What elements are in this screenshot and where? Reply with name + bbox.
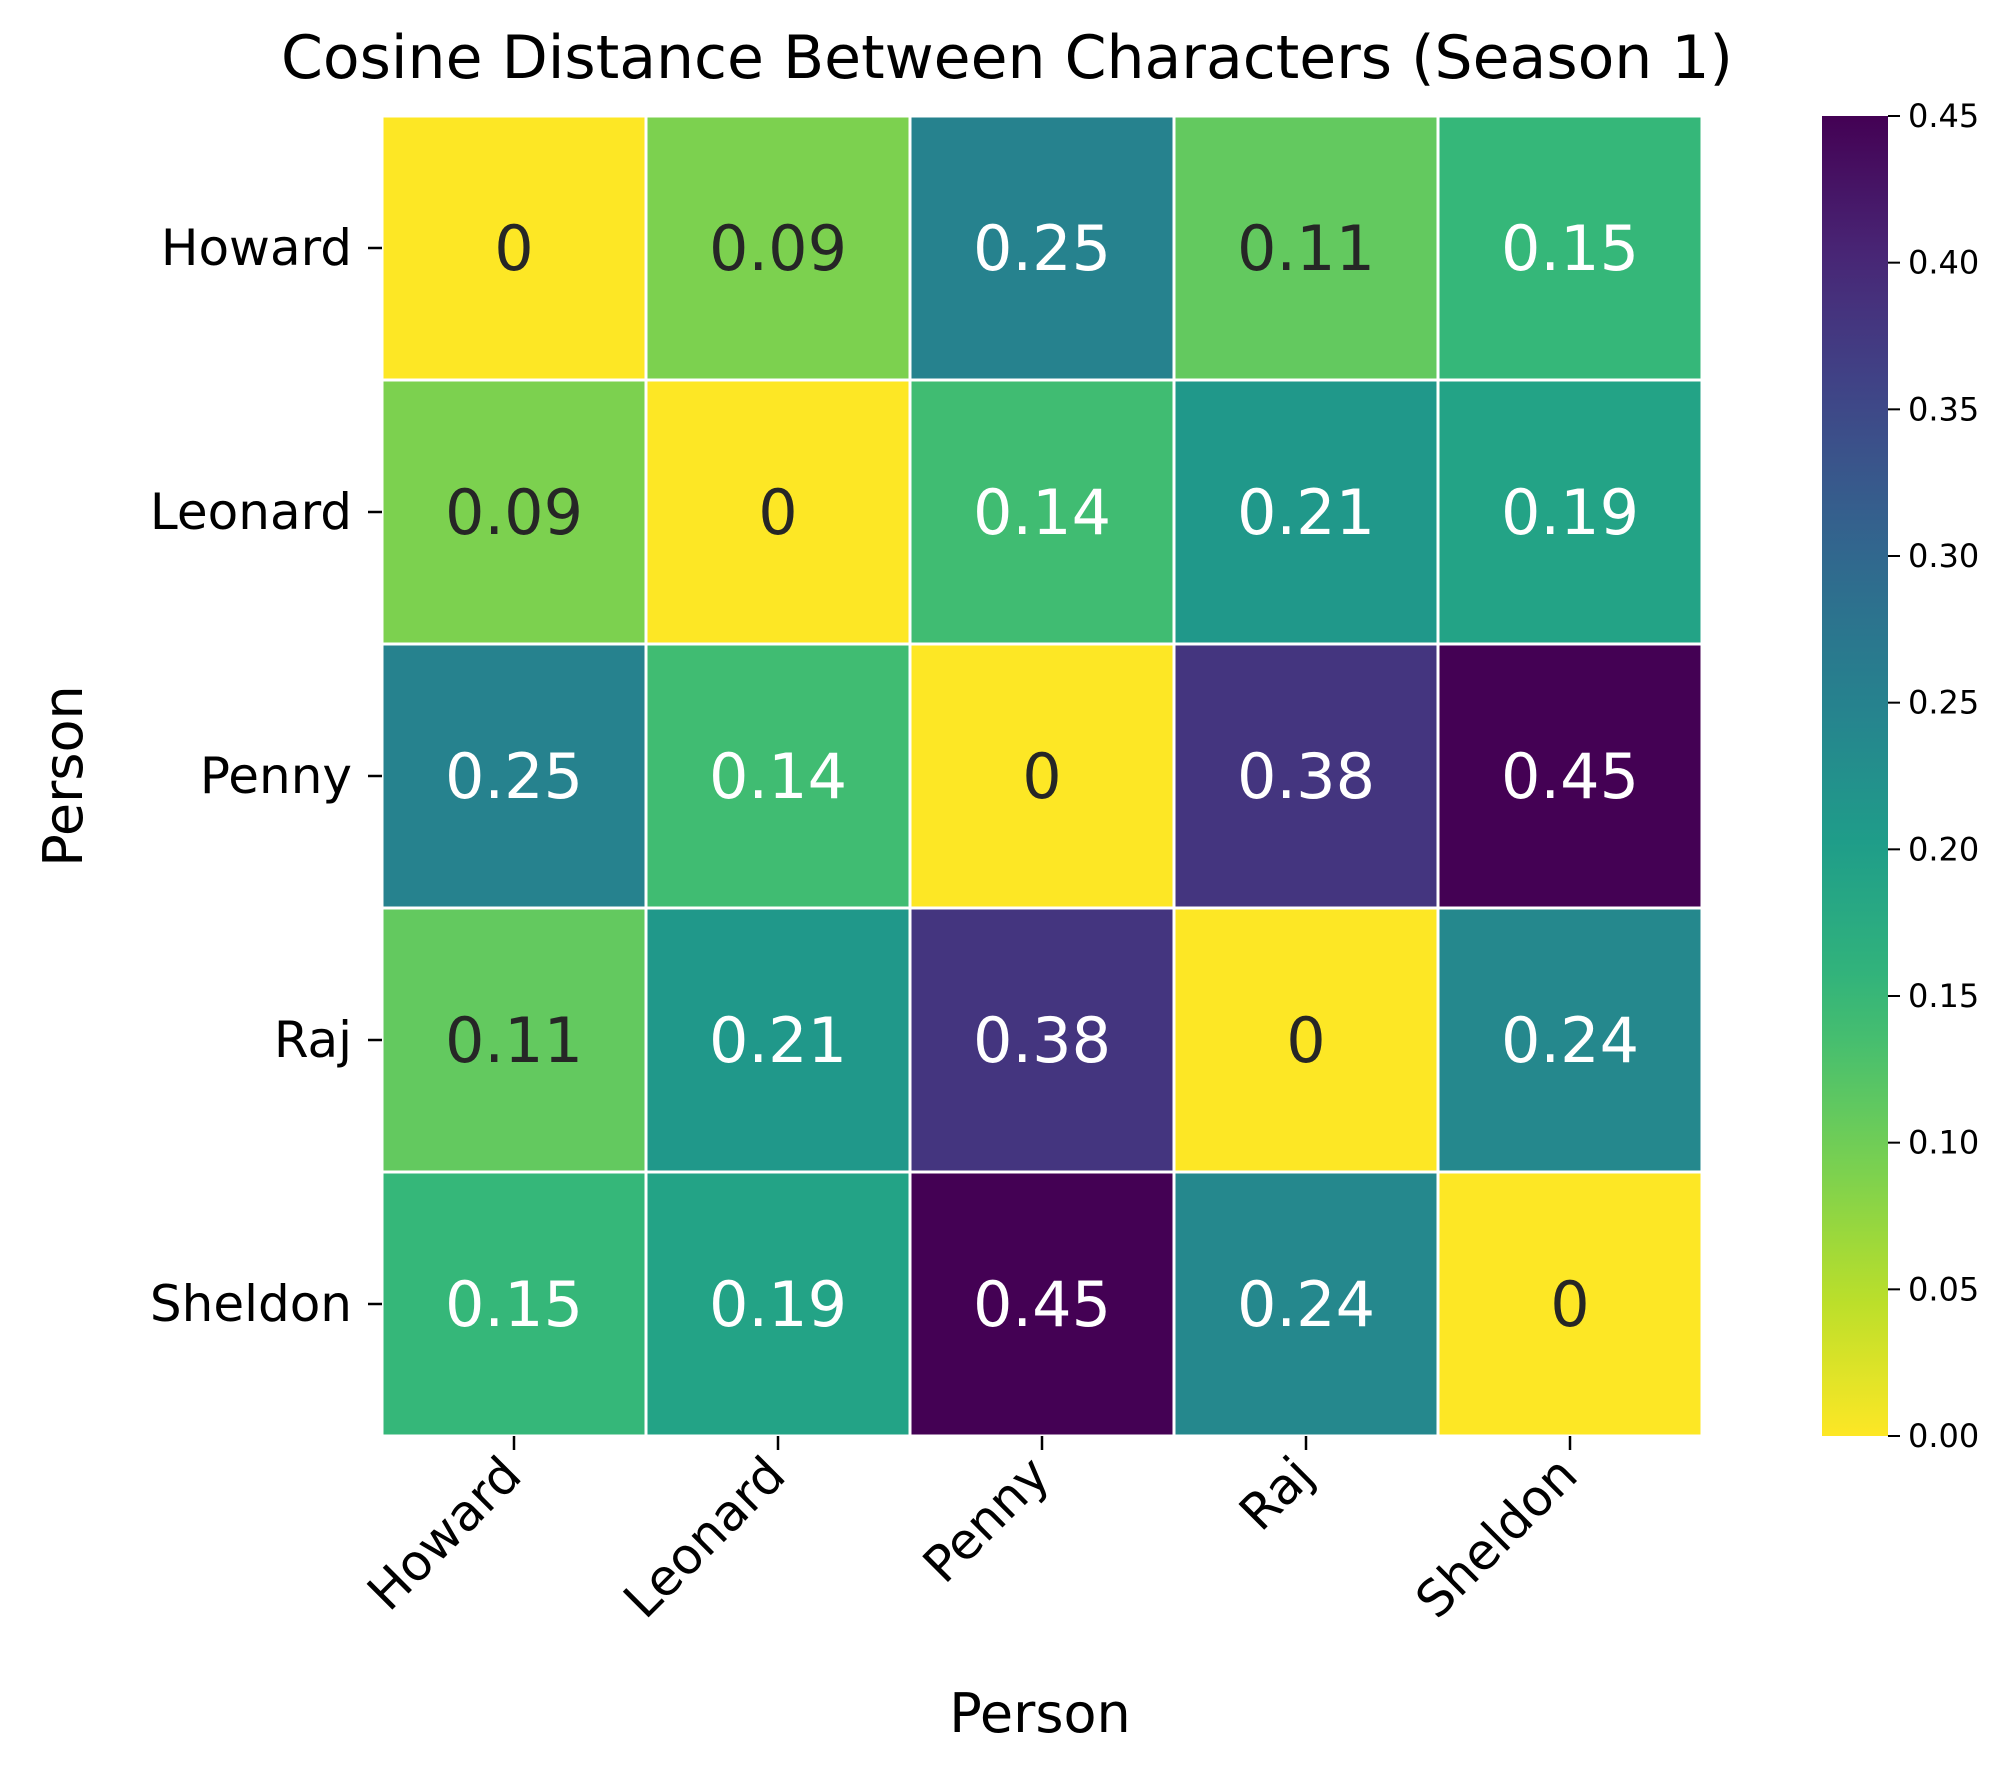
heatmap-cell [644, 1170, 912, 1438]
heatmap-cell [1172, 114, 1440, 382]
colorbar: 0.00 0.05 0.10 0.15 0.20 0.25 0.30 0.35 0.40 0.45 [1822, 97, 1979, 1455]
heatmap-cell [1436, 906, 1704, 1174]
cell-value-label: 0.24 [1237, 1268, 1375, 1341]
heatmap-cell [1172, 642, 1440, 910]
cell-value-label: 0 [1550, 1268, 1589, 1341]
x-tick-label: Howard [356, 1445, 532, 1621]
x-tick-label: Leonard [613, 1445, 797, 1629]
cell-value-label: 0 [1286, 1004, 1325, 1077]
cell-value-label: 0.38 [1237, 740, 1375, 813]
cell-value-label: 0 [758, 476, 797, 549]
x-tick-label: Sheldon [1405, 1445, 1589, 1629]
y-tick-label: Raj [274, 1011, 352, 1069]
colorbar-tick-label: 0.05 [1908, 1270, 1979, 1308]
y-tick-label: Leonard [150, 483, 352, 541]
heatmap-cell [908, 378, 1176, 646]
heatmap-cell [908, 906, 1176, 1174]
cell-value-label: 0.09 [709, 212, 847, 285]
heatmap-cell [644, 642, 912, 910]
heatmap-cell [908, 1170, 1176, 1438]
colorbar-tick-label: 0.25 [1908, 684, 1979, 722]
cell-value-label: 0.25 [973, 212, 1111, 285]
colorbar-tick-label: 0.15 [1908, 977, 1979, 1015]
heatmap-cell [380, 1170, 648, 1438]
cell-value-label: 0.19 [709, 1268, 847, 1341]
y-tick-label: Howard [161, 219, 352, 277]
heatmap-cell [1436, 642, 1704, 910]
heatmap-cell [1172, 906, 1440, 1174]
heatmap-cell [908, 642, 1176, 910]
cell-value-label: 0.24 [1501, 1004, 1639, 1077]
cell-value-label: 0.38 [973, 1004, 1111, 1077]
y-tick-label: Penny [200, 747, 352, 805]
colorbar-gradient [1822, 116, 1888, 1436]
heatmap-cell [908, 114, 1176, 382]
cell-value-label: 0.15 [445, 1268, 583, 1341]
colorbar-tick-label: 0.35 [1908, 390, 1979, 428]
heatmap-cell [644, 906, 912, 1174]
x-tick-label: Raj [1228, 1445, 1324, 1541]
heatmap-cell [380, 378, 648, 646]
heatmap-cell-labels: 0 0.09 0.25 0.11 0.15 0.09 0 0.14 0.21 0.19 0.25 0.… [445, 212, 1639, 1341]
heatmap-cell [1436, 378, 1704, 646]
x-axis: Howard Leonard Penny Raj Sheldon [356, 1436, 1588, 1629]
y-axis: Howard Leonard Penny Raj Sheldon [150, 219, 382, 1333]
heatmap-cell [1436, 1170, 1704, 1438]
cell-value-label: 0.15 [1501, 212, 1639, 285]
cell-value-label: 0.14 [709, 740, 847, 813]
cell-value-label: 0.11 [1237, 212, 1375, 285]
colorbar-tick-label: 0.45 [1908, 97, 1979, 135]
colorbar-tick-label: 0.40 [1908, 244, 1979, 282]
x-tick-label: Penny [912, 1445, 1061, 1594]
heatmap-cell [380, 114, 648, 382]
y-axis-label: Person [32, 685, 95, 866]
colorbar-tick-label: 0.00 [1908, 1417, 1979, 1455]
x-axis-label: Person [949, 1682, 1130, 1745]
heatmap-cell [1436, 114, 1704, 382]
colorbar-tick-label: 0.30 [1908, 537, 1979, 575]
colorbar-tick-label: 0.10 [1908, 1124, 1979, 1162]
cell-value-label: 0 [1022, 740, 1061, 813]
cell-value-label: 0.21 [1237, 476, 1375, 549]
cell-value-label: 0.11 [445, 1004, 583, 1077]
cell-value-label: 0.25 [445, 740, 583, 813]
heatmap-cell [644, 114, 912, 382]
cell-value-label: 0.45 [1501, 740, 1639, 813]
cell-value-label: 0.14 [973, 476, 1111, 549]
cell-value-label: 0 [494, 212, 533, 285]
cell-value-label: 0.21 [709, 1004, 847, 1077]
y-tick-label: Sheldon [150, 1275, 352, 1333]
heatmap-cells [380, 114, 1704, 1438]
chart-title: Cosine Distance Between Characters (Seas… [281, 23, 1733, 93]
cell-value-label: 0.19 [1501, 476, 1639, 549]
cell-value-label: 0.09 [445, 476, 583, 549]
colorbar-tick-label: 0.20 [1908, 830, 1979, 868]
cell-value-label: 0.45 [973, 1268, 1111, 1341]
